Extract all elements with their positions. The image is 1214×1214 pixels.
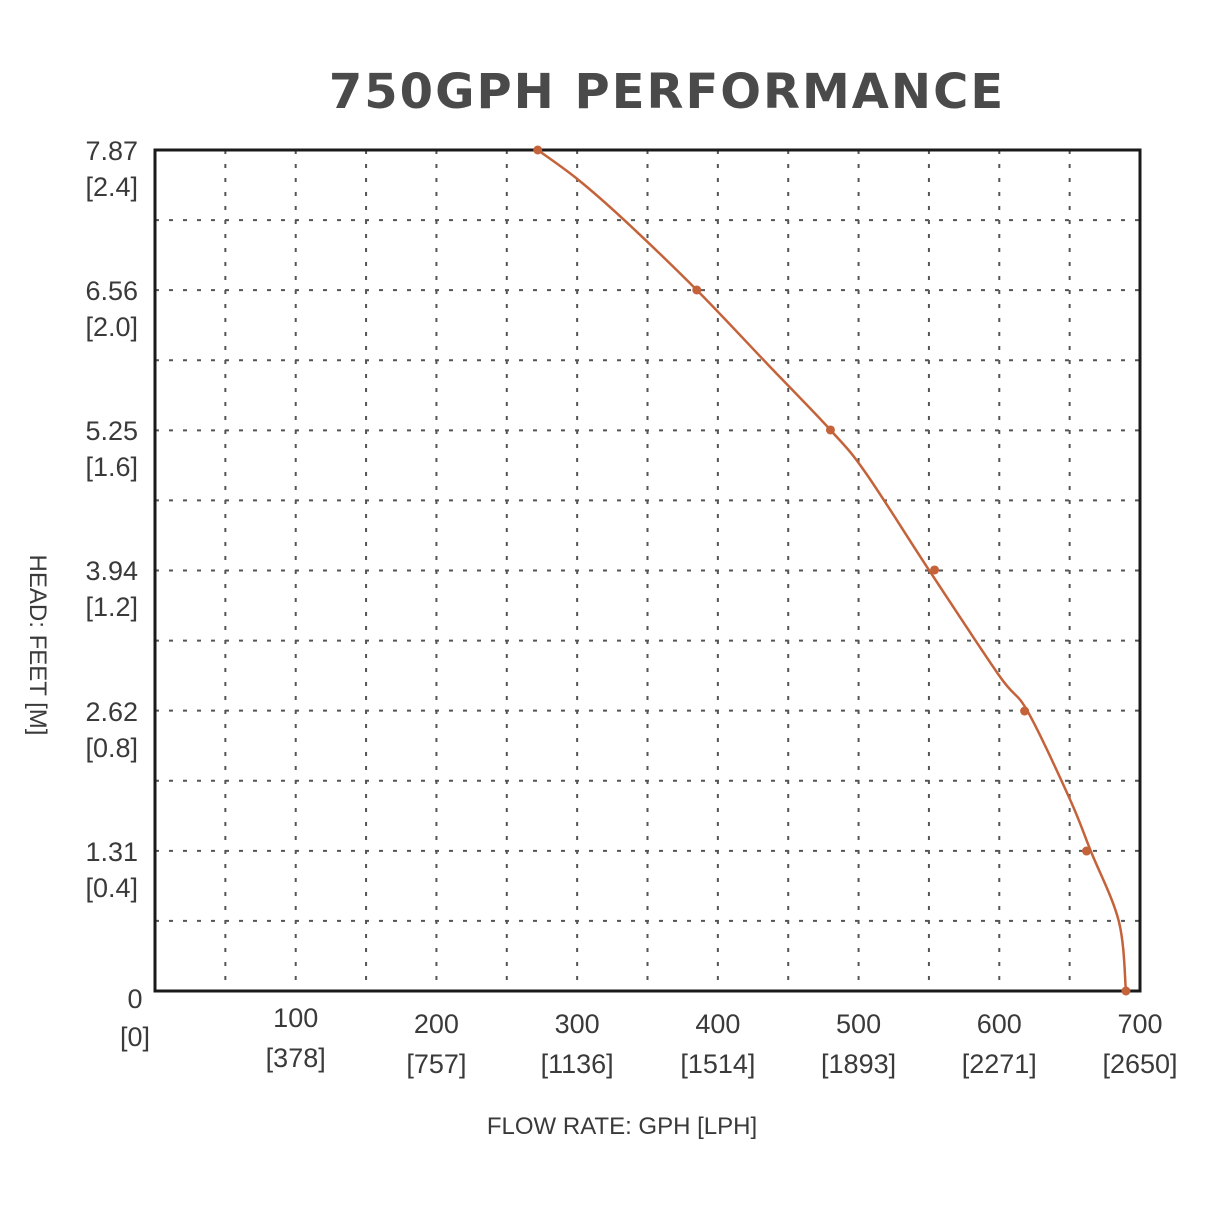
x-tick-label: 0 bbox=[127, 984, 142, 1014]
x-tick-sublabel: [2650] bbox=[1102, 1049, 1177, 1079]
x-tick-sublabel: [0] bbox=[120, 1022, 150, 1052]
x-tick-label: 200 bbox=[414, 1009, 459, 1039]
y-axis-ticks: 7.87 [2.4] 6.56 [2.0] 5.25 [1.6] 3.94 [1.2] 2.62… bbox=[85, 136, 138, 903]
x-tick-sublabel: [1893] bbox=[821, 1049, 896, 1079]
grid bbox=[155, 150, 1140, 991]
curve-point bbox=[1121, 986, 1131, 996]
y-tick-sublabel: [2.4] bbox=[85, 172, 138, 202]
plot-frame bbox=[153, 148, 1142, 993]
curve-point bbox=[1020, 706, 1030, 716]
curve-point bbox=[692, 285, 702, 295]
x-tick-label: 100 bbox=[273, 1003, 318, 1033]
x-tick-label: 400 bbox=[695, 1009, 740, 1039]
y-axis-label: HEAD: FEET [M] bbox=[24, 555, 51, 736]
curve-point bbox=[825, 425, 835, 435]
y-tick-label: 2.62 bbox=[85, 697, 138, 727]
y-tick-label: 6.56 bbox=[85, 276, 138, 306]
x-tick-sublabel: [378] bbox=[266, 1043, 326, 1073]
curve-point bbox=[1082, 846, 1092, 856]
x-tick-label: 700 bbox=[1117, 1009, 1162, 1039]
y-tick-label: 3.94 bbox=[85, 556, 138, 586]
x-tick-label: 600 bbox=[977, 1009, 1022, 1039]
y-tick-sublabel: [2.0] bbox=[85, 312, 138, 342]
performance-curve bbox=[537, 148, 1128, 992]
y-tick-label: 5.25 bbox=[85, 416, 138, 446]
curve-point bbox=[533, 145, 543, 155]
x-tick-sublabel: [1514] bbox=[680, 1049, 755, 1079]
y-tick-sublabel: [1.2] bbox=[85, 592, 138, 622]
x-tick-sublabel: [757] bbox=[406, 1049, 466, 1079]
series bbox=[533, 145, 1131, 996]
x-axis-label: FLOW RATE: GPH [LPH] bbox=[487, 1113, 757, 1140]
y-tick-label: 7.87 bbox=[85, 136, 138, 166]
x-axis-ticks: 0 [0] 100 [378] 200 [757] 300 [1136] 400 [1514] 50… bbox=[120, 984, 1178, 1079]
x-tick-sublabel: [1136] bbox=[541, 1049, 614, 1079]
y-tick-label: 1.31 bbox=[85, 837, 138, 867]
x-tick-label: 300 bbox=[555, 1009, 600, 1039]
y-tick-sublabel: [0.8] bbox=[85, 733, 138, 763]
curve-point bbox=[930, 565, 940, 575]
y-tick-sublabel: [1.6] bbox=[85, 452, 138, 482]
x-tick-label: 500 bbox=[836, 1009, 881, 1039]
x-tick-sublabel: [2271] bbox=[962, 1049, 1037, 1079]
y-tick-sublabel: [0.4] bbox=[85, 873, 138, 903]
chart-title: 750GPH PERFORMANCE bbox=[329, 64, 1005, 120]
